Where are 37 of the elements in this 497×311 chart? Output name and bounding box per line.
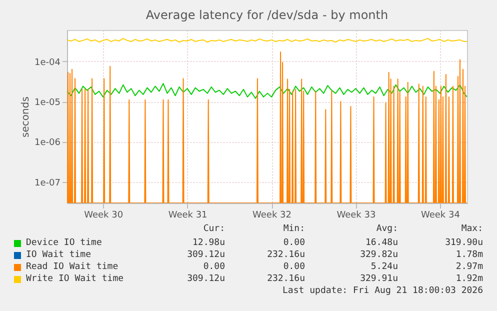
text: 0.00: [283, 262, 305, 273]
text: Max:: [461, 224, 483, 235]
x-tick-label: Week 33: [336, 210, 376, 220]
x-tick-label: Week 34: [420, 210, 460, 220]
legend-label: Read IO Wait time: [26, 262, 118, 273]
text: 16.48u: [365, 238, 398, 249]
x-tick-label: Week 32: [252, 210, 292, 220]
text: 5.24u: [370, 262, 398, 273]
text: 2.97m: [456, 262, 483, 273]
chart-title: Average latency for /dev/sda - by month: [146, 8, 388, 22]
text: Avg:: [376, 224, 398, 235]
y-tick-label: 1e-04: [34, 58, 61, 68]
text: 1.92m: [456, 274, 483, 285]
text: 12.98u: [192, 238, 225, 249]
text: 309.12u: [187, 274, 225, 285]
text: 329.91u: [360, 274, 398, 285]
text: 309.12u: [187, 250, 225, 261]
text: 232.16u: [267, 274, 305, 285]
y-tick-label: 1e-06: [34, 138, 61, 148]
text: 0.00: [203, 262, 225, 273]
line-series: [67, 83, 467, 99]
x-tick-label: Week 30: [84, 210, 124, 220]
text: Cur:: [203, 224, 225, 235]
y-tick-label: 1e-05: [34, 98, 60, 108]
legend-label: Device IO time: [26, 238, 102, 249]
text: 232.16u: [267, 250, 305, 261]
legend-label: Write IO Wait time: [26, 274, 124, 285]
y-tick-label: 1e-07: [34, 178, 60, 188]
text: 329.82u: [360, 250, 398, 261]
text: 319.90u: [445, 238, 483, 249]
text: Min:: [283, 224, 305, 235]
legend-label: IO Wait time: [26, 250, 92, 261]
text: 1.78m: [456, 250, 483, 261]
y-axis-title: seconds: [20, 96, 32, 138]
text: 0.00: [283, 238, 305, 249]
x-tick-label: Week 31: [168, 210, 208, 220]
text: Last update: Fri Aug 21 18:00:03 2026: [282, 286, 483, 297]
